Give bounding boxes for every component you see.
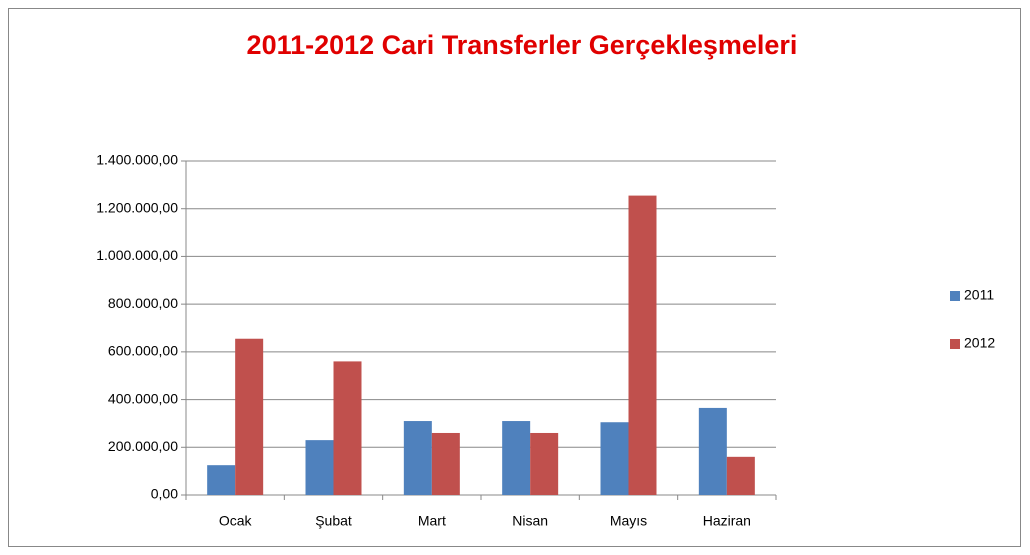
x-tick-label: Nisan (512, 513, 548, 529)
x-tick-label: Mayıs (610, 513, 647, 529)
legend-swatch (950, 291, 960, 301)
bar (600, 422, 629, 495)
x-tick-label: Şubat (315, 513, 352, 529)
x-tick-label: Mart (418, 513, 446, 529)
bar (431, 432, 460, 495)
bar (333, 361, 362, 495)
bar (235, 338, 264, 495)
bar (403, 421, 432, 495)
y-tick-label: 1.200.000,00 (96, 199, 178, 215)
y-tick-label: 1.400.000,00 (96, 152, 178, 168)
bar (628, 195, 657, 496)
x-tick-label: Ocak (219, 513, 253, 529)
y-tick-label: 600.000,00 (108, 343, 178, 359)
y-tick-label: 800.000,00 (108, 295, 178, 311)
bar (530, 432, 559, 495)
y-tick-label: 0,00 (151, 486, 178, 502)
bar (698, 407, 727, 495)
bar (305, 440, 334, 495)
legend-label: 2011 (964, 287, 994, 303)
bar (502, 421, 531, 495)
y-tick-label: 200.000,00 (108, 438, 178, 454)
chart-title: 2011-2012 Cari Transferler Gerçekleşmele… (247, 30, 798, 60)
legend-label: 2012 (964, 335, 995, 351)
legend-swatch (950, 339, 960, 349)
x-tick-label: Haziran (703, 513, 751, 529)
y-tick-label: 400.000,00 (108, 390, 178, 406)
bar (207, 465, 236, 495)
bar (726, 456, 755, 495)
y-tick-label: 1.000.000,00 (96, 247, 178, 263)
